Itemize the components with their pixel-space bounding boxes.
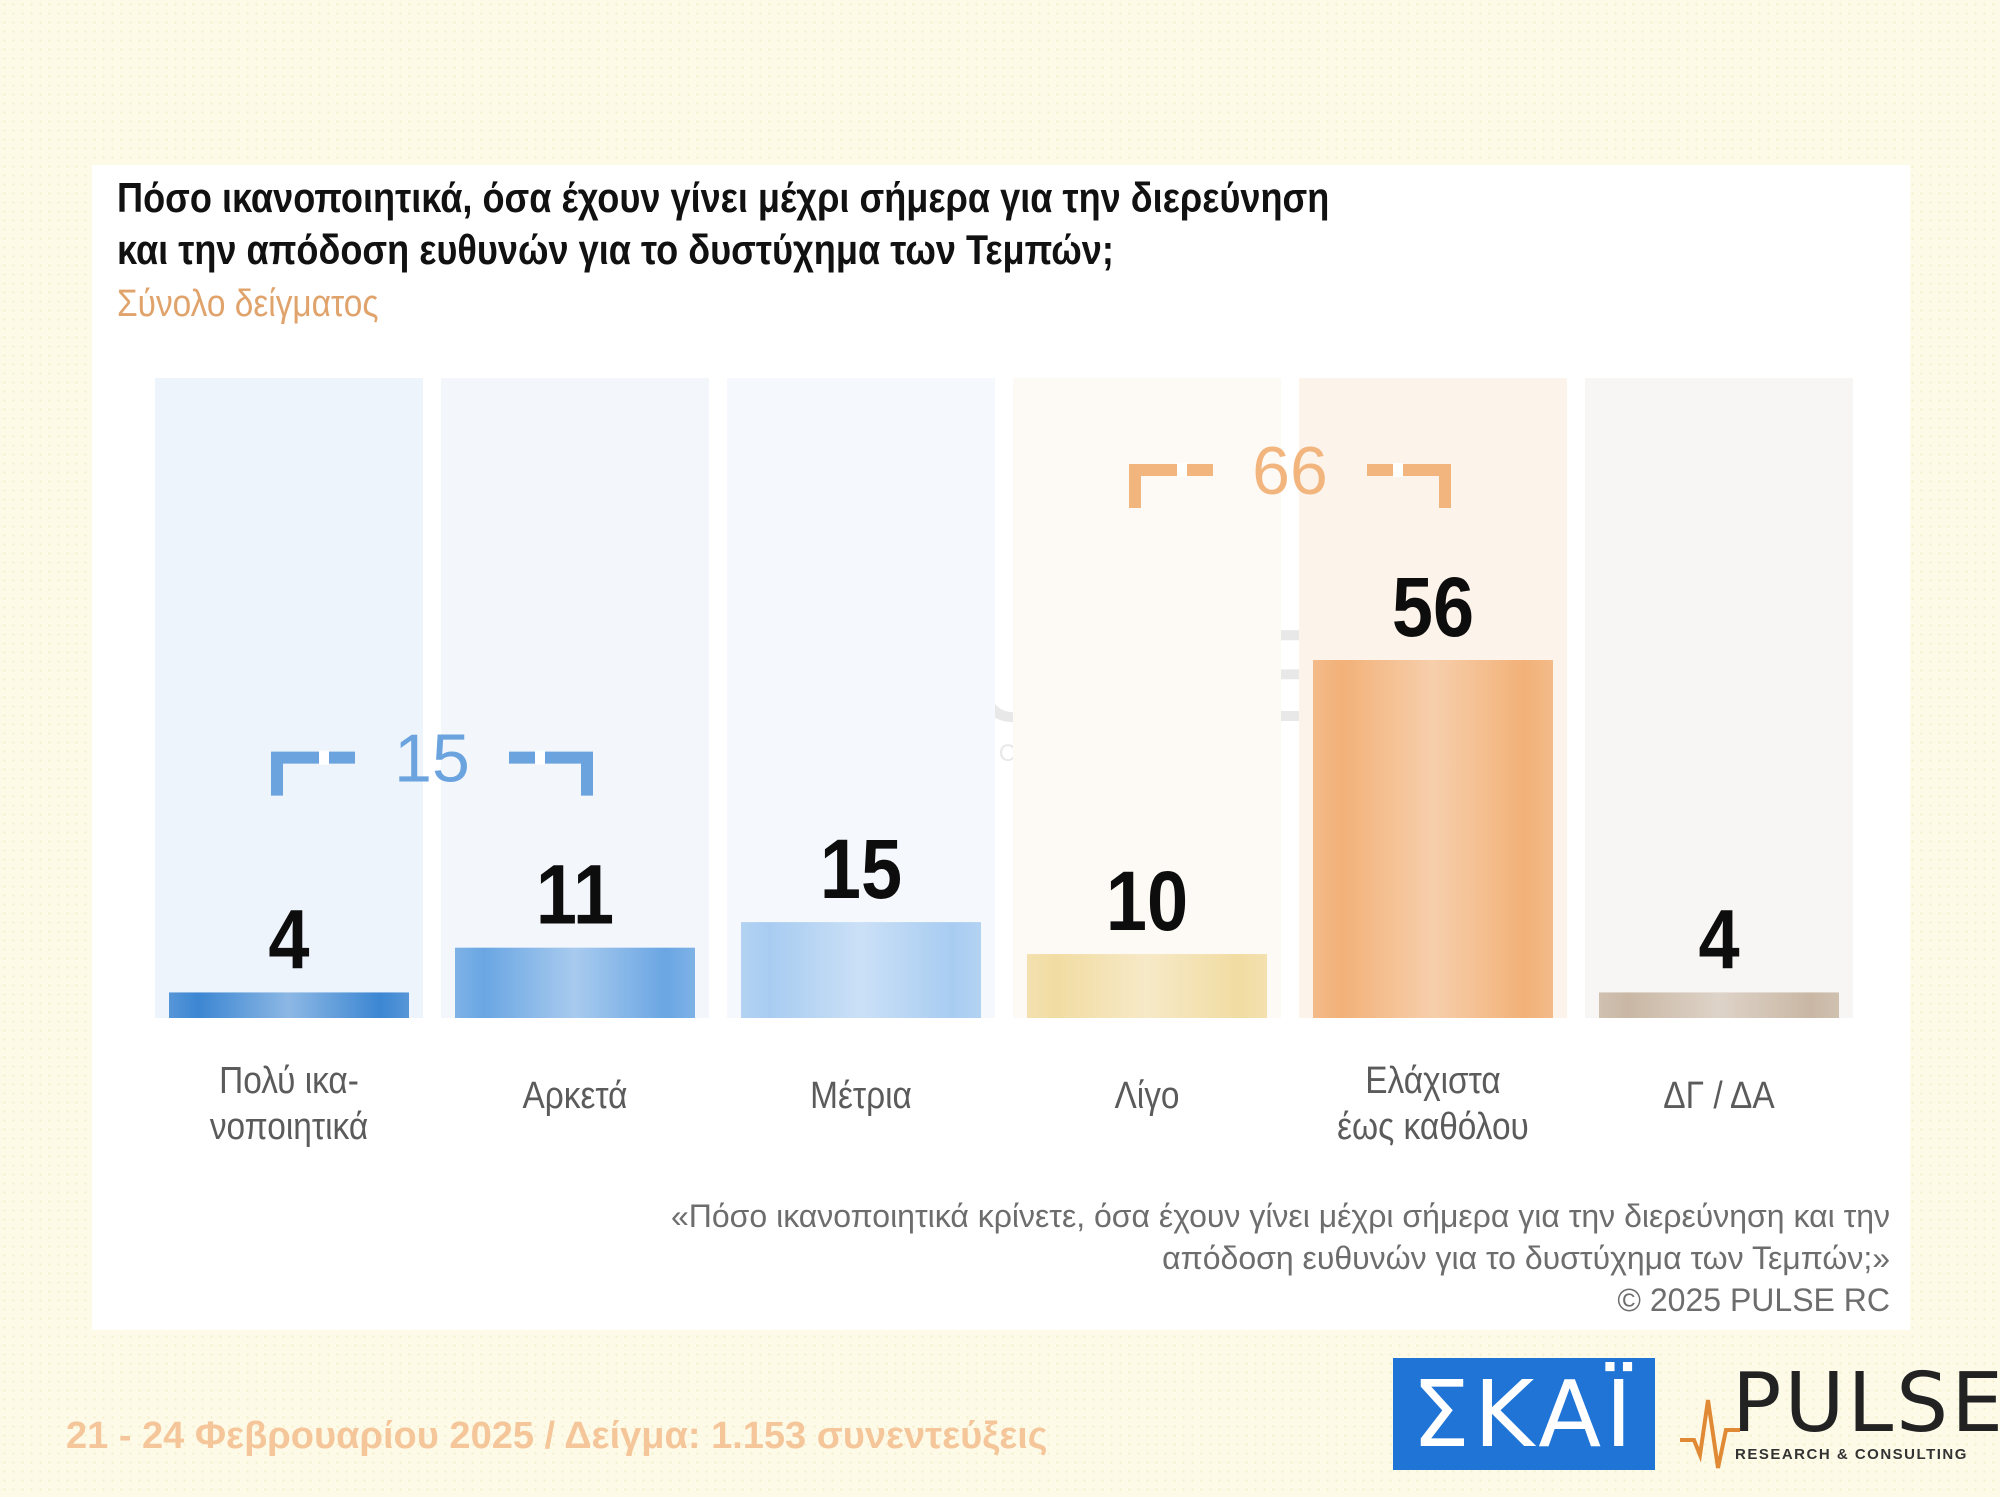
bar <box>455 947 695 1018</box>
skai-logo-text: ΣΚΑΪ <box>1411 1360 1637 1468</box>
pulse-logo-wave-icon <box>1680 1399 1740 1469</box>
bar <box>741 922 981 1018</box>
pulse-logo-text: PULSE <box>1732 1356 2000 1451</box>
question-footnote: «Πόσο ικανοποιητικά κρίνετε, όσα έχουν γ… <box>490 1195 1890 1321</box>
bar <box>169 992 409 1018</box>
bar-value-label: 4 <box>1698 892 1739 986</box>
footnote-line-1: «Πόσο ικανοποιητικά κρίνετε, όσα έχουν γ… <box>670 1198 1890 1234</box>
bar-background <box>1013 378 1281 1018</box>
title-line-1: Πόσο ικανοποιητικά, όσα έχουν γίνει μέχρ… <box>117 174 1330 221</box>
copyright-line: © 2025 PULSE RC <box>1617 1282 1890 1318</box>
category-label: ΔΓ / ΔΑ <box>1663 1074 1775 1116</box>
bar <box>1599 992 1839 1018</box>
pulse-logo: PULSE RESEARCH & CONSULTING <box>1680 1356 2000 1472</box>
category-label: έως καθόλου <box>1337 1105 1529 1147</box>
category-label: Αρκετά <box>522 1074 627 1116</box>
title-line-2: και την απόδοση ευθυνών για το δυστύχημα… <box>117 226 1114 273</box>
bracket-sum-label: 15 <box>394 721 470 797</box>
bar-background <box>727 378 995 1018</box>
bar-value-label: 10 <box>1106 854 1188 948</box>
bar <box>1313 660 1553 1018</box>
bar-value-label: 56 <box>1392 560 1474 654</box>
skai-logo: ΣΚΑΪ <box>1393 1358 1655 1470</box>
footnote-line-2: απόδοση ευθυνών για το δυστύχημα των Τεμ… <box>1162 1240 1890 1276</box>
bar-background <box>441 378 709 1018</box>
category-label: νοποιητικά <box>210 1105 368 1147</box>
bar-background <box>1585 378 1853 1018</box>
category-label: Λίγο <box>1114 1074 1179 1116</box>
bar-value-label: 15 <box>820 822 902 916</box>
survey-date-sample: 21 - 24 Φεβρουαρίου 2025 / Δείγμα: 1.153… <box>66 1415 1048 1457</box>
pulse-logo-subtext: RESEARCH & CONSULTING <box>1735 1446 1968 1463</box>
chart-subtitle: Σύνολο δείγματος <box>117 283 379 325</box>
bar <box>1027 954 1267 1018</box>
bar-value-label: 4 <box>268 892 309 986</box>
bracket-sum-label: 66 <box>1252 433 1328 509</box>
category-label: Μέτρια <box>810 1074 912 1116</box>
category-label: Ελάχιστα <box>1365 1059 1500 1101</box>
category-label: Πολύ ικα- <box>219 1059 359 1101</box>
bar-background <box>155 378 423 1018</box>
chart-title: Πόσο ικανοποιητικά, όσα έχουν γίνει μέχρ… <box>117 172 1330 276</box>
bar-value-label: 11 <box>536 847 614 941</box>
